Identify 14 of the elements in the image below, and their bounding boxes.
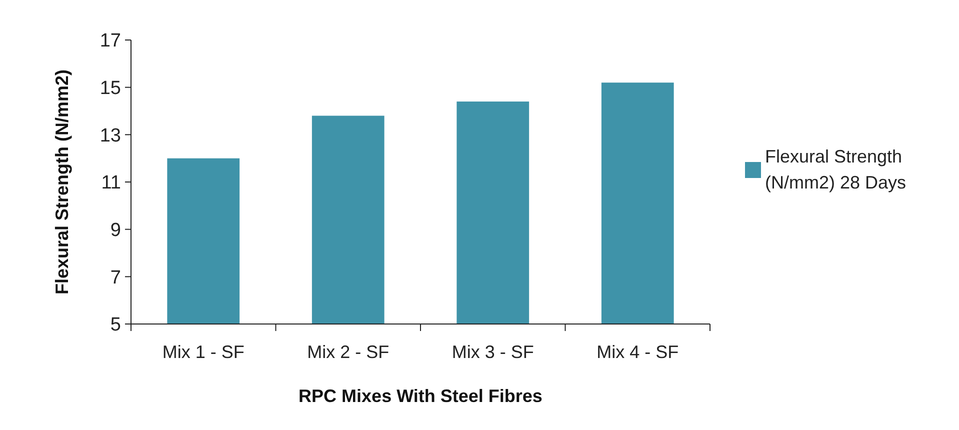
y-tick-label: 11 — [101, 172, 121, 194]
y-tick-label: 13 — [100, 125, 121, 146]
y-tick-label: 5 — [110, 314, 121, 336]
y-tick-label: 15 — [100, 78, 121, 99]
y-tick-label: 7 — [110, 267, 121, 288]
x-tick-label: Mix 3 - SF — [452, 342, 534, 362]
x-tick-label: Mix 1 - SF — [162, 342, 244, 362]
y-axis-title: Flexural Strength (N/mm2) — [52, 69, 72, 295]
x-tick-label: Mix 2 - SF — [307, 342, 390, 362]
y-tick-label: 17 — [100, 30, 121, 52]
x-axis-title: RPC Mixes With Steel Fibres — [298, 386, 542, 406]
legend-label: Flexural Strength (N/mm2) 28 Days — [765, 146, 906, 192]
y-tick-label: 9 — [110, 220, 121, 241]
x-tick-label: Mix 4 - SF — [596, 342, 679, 362]
